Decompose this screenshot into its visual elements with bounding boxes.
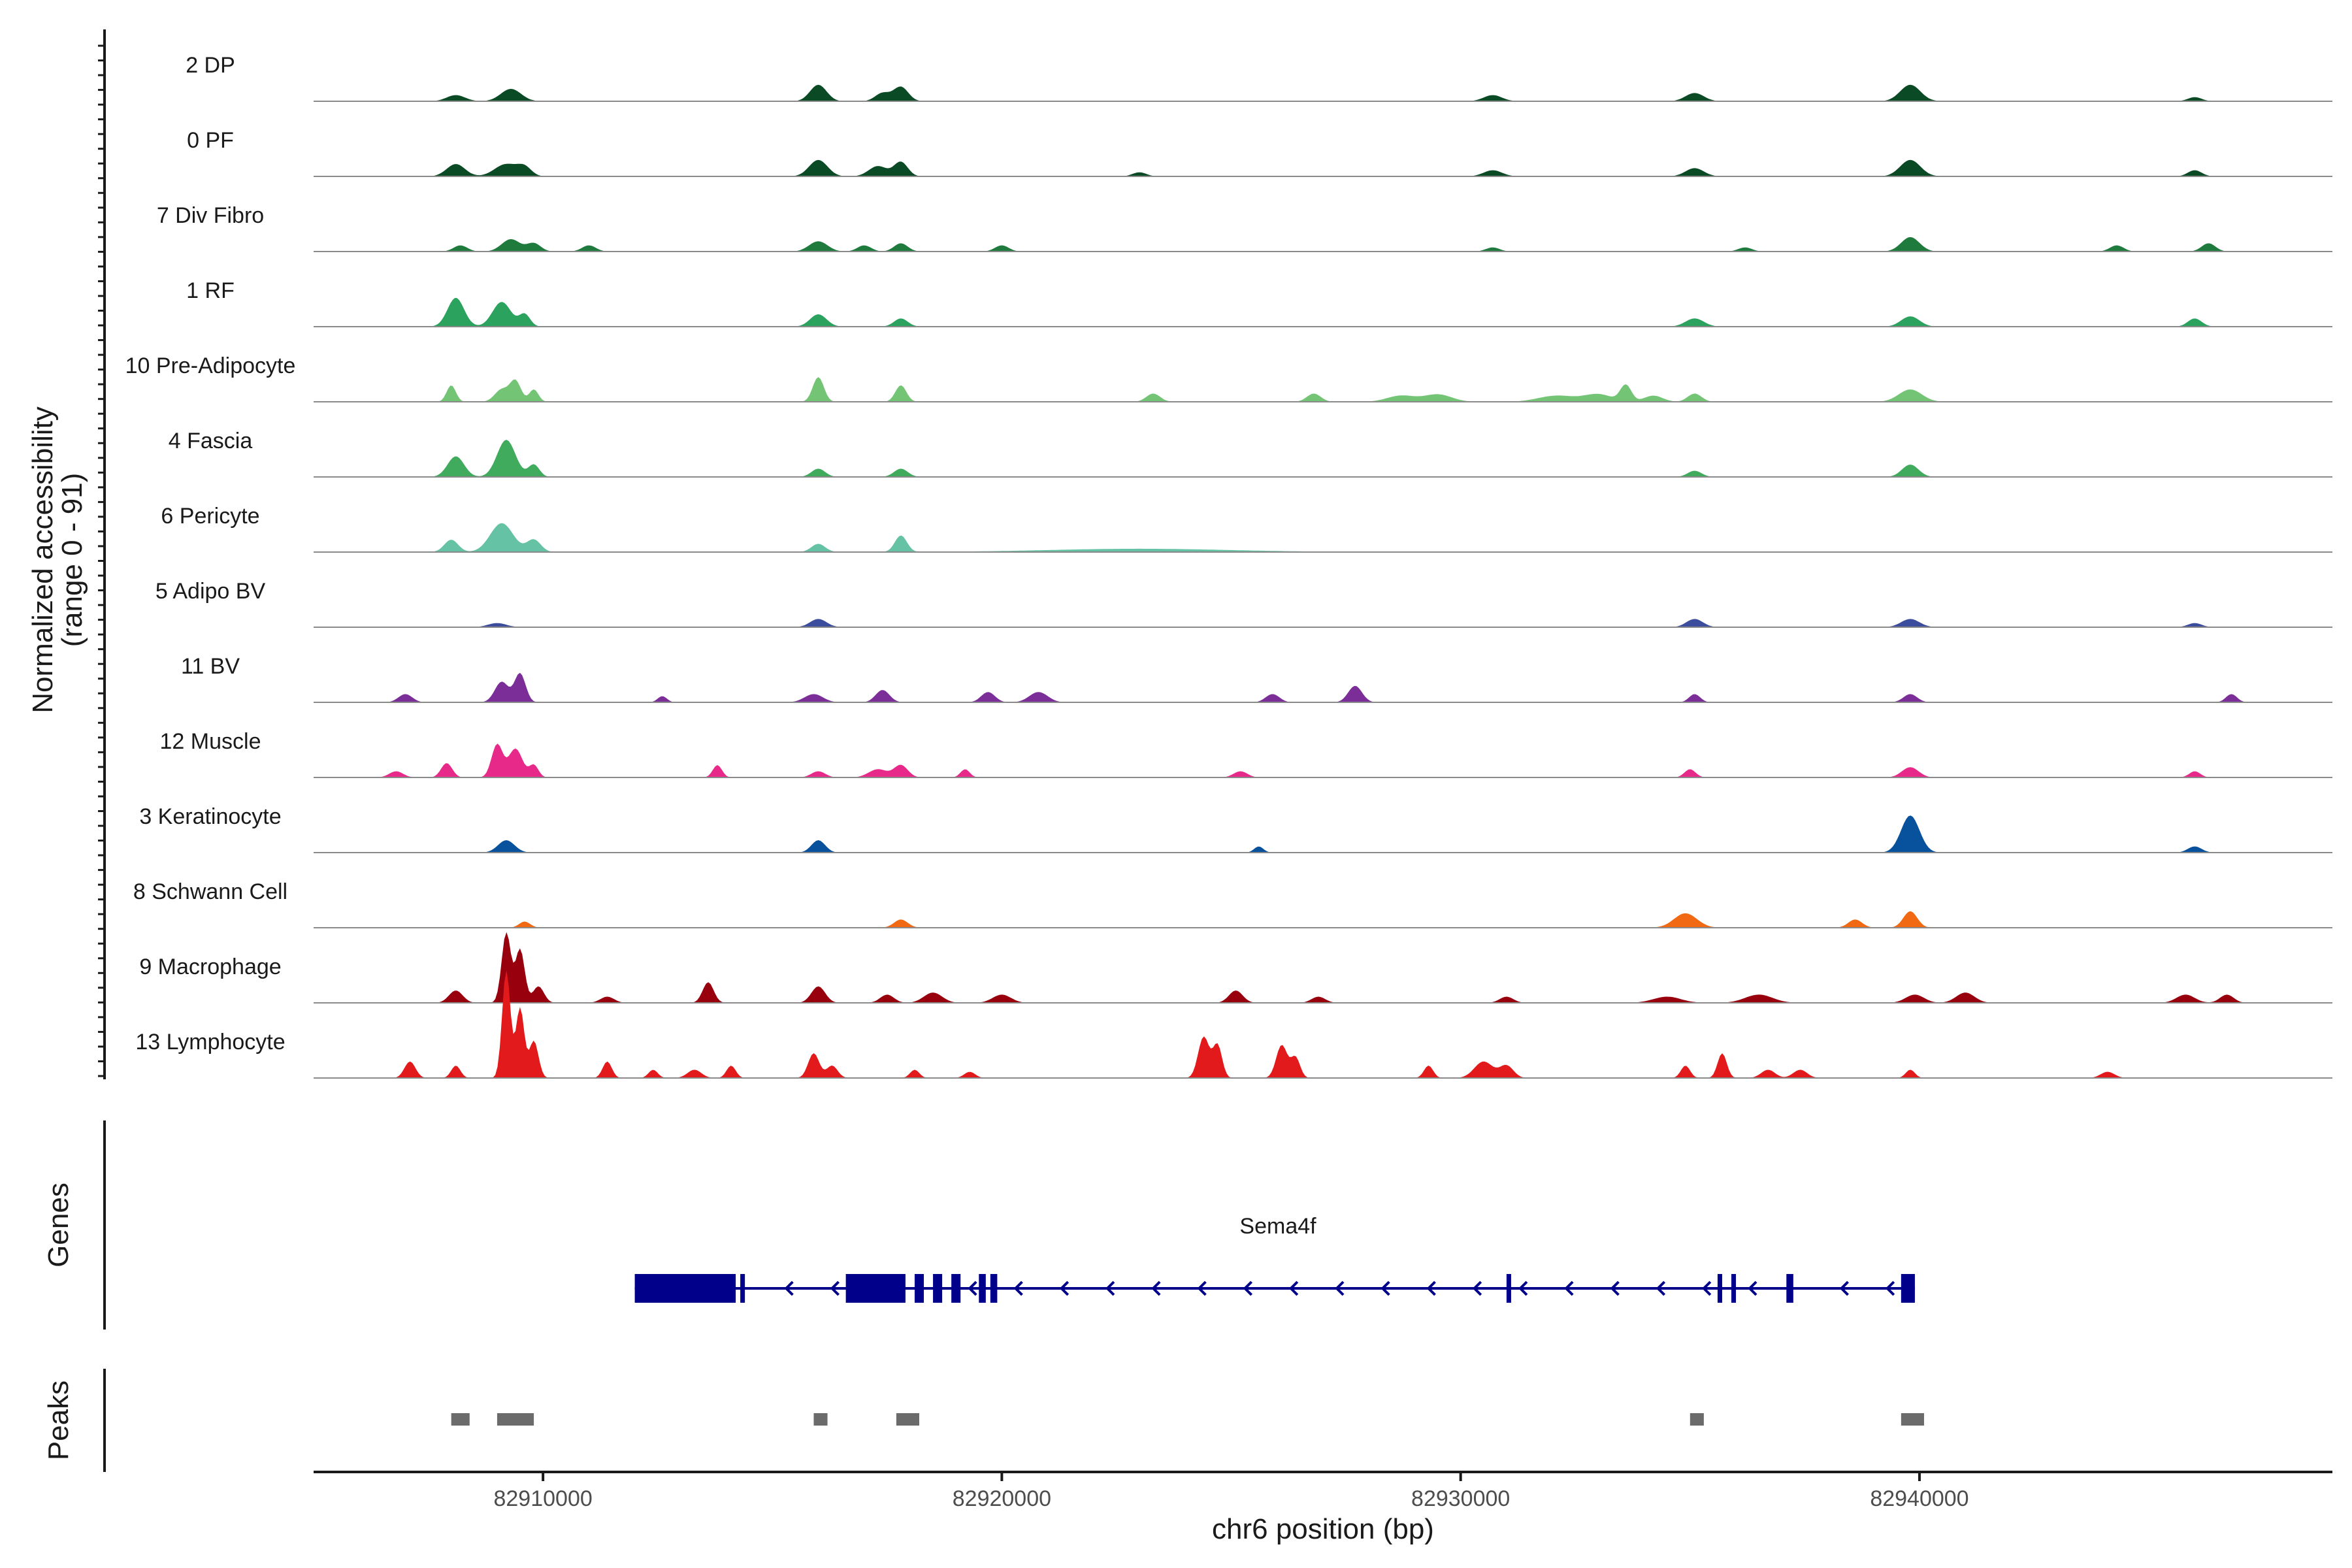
- genes-label: Genes: [42, 1183, 74, 1267]
- track-13-lymphocyte: 13 Lymphocyte: [135, 970, 2332, 1079]
- track-label: 6 Pericyte: [161, 504, 259, 529]
- gene-exon: [979, 1274, 986, 1303]
- strand-arrow: [1610, 1281, 1620, 1296]
- track-label: 11 BV: [181, 654, 240, 679]
- strand-arrow: [1564, 1281, 1574, 1296]
- strand-arrow: [1151, 1281, 1161, 1296]
- coverage-area: [314, 932, 2332, 1003]
- x-tick-label: 82930000: [1411, 1486, 1510, 1511]
- peak-region: [1901, 1413, 1924, 1426]
- coverage-y-axis: [98, 29, 106, 1079]
- track-8-schwann-cell: 8 Schwann Cell: [133, 879, 2332, 928]
- track-5-adipo-bv: 5 Adipo BV: [155, 579, 2332, 628]
- coverage-tracks: 2 DP 0 PF 7 Div Fibro 1 RF 10 Pre-Adipocyte 4…: [125, 53, 2332, 1079]
- x-tick-label: 82920000: [953, 1486, 1051, 1511]
- peak-region: [1690, 1413, 1704, 1426]
- coverage-area: [314, 815, 2332, 853]
- coverage-area: [314, 672, 2332, 702]
- strand-arrow: [1839, 1281, 1849, 1296]
- coverage-area: [314, 523, 2332, 552]
- track-6-pericyte: 6 Pericyte: [161, 504, 2332, 553]
- track-4-fascia: 4 Fascia: [169, 429, 2332, 478]
- strand-arrow: [1472, 1281, 1482, 1296]
- gene-exon: [933, 1274, 943, 1303]
- peak-region: [497, 1413, 534, 1426]
- strand-arrow: [1335, 1281, 1345, 1296]
- strand-arrow: [1289, 1281, 1299, 1296]
- coverage-area: [314, 237, 2332, 252]
- x-tick-label: 82910000: [493, 1486, 592, 1511]
- track-9-macrophage: 9 Macrophage: [139, 932, 2332, 1004]
- gene-exon: [1506, 1274, 1511, 1303]
- x-tick-label: 82940000: [1870, 1486, 1968, 1511]
- track-3-keratinocyte: 3 Keratinocyte: [139, 804, 2332, 853]
- x-axis-title: chr6 position (bp): [1212, 1513, 1434, 1545]
- strand-arrow: [830, 1281, 840, 1296]
- strand-arrow: [1105, 1281, 1115, 1296]
- track-label: 10 Pre-Adipocyte: [125, 353, 296, 378]
- gene-exon: [951, 1274, 961, 1303]
- peak-region: [813, 1413, 828, 1426]
- track-label: 5 Adipo BV: [155, 579, 266, 604]
- gene-exon: [1901, 1274, 1915, 1303]
- track-label: 9 Macrophage: [139, 955, 281, 979]
- peaks-track: [451, 1413, 1924, 1426]
- gene-exon: [1717, 1274, 1722, 1303]
- peak-region: [896, 1413, 919, 1426]
- track-11-bv: 11 BV: [181, 654, 2332, 703]
- coverage-area: [314, 619, 2332, 627]
- strand-arrow: [1748, 1281, 1757, 1296]
- track-12-muscle: 12 Muscle: [160, 729, 2332, 778]
- track-label: 1 RF: [186, 278, 235, 303]
- peaks-label: Peaks: [42, 1380, 74, 1460]
- coverage-area: [314, 440, 2332, 477]
- track-label: 12 Muscle: [160, 729, 261, 754]
- track-label: 0 PF: [187, 128, 234, 153]
- strand-arrow: [1197, 1281, 1207, 1296]
- track-label: 13 Lymphocyte: [135, 1030, 285, 1054]
- coverage-area: [314, 298, 2332, 327]
- strand-arrow: [968, 1281, 977, 1296]
- coverage-area: [314, 84, 2332, 101]
- strand-arrow: [1013, 1281, 1023, 1296]
- strand-arrow: [1656, 1281, 1666, 1296]
- x-axis: 82910000 82920000 82930000 82940000: [493, 1472, 1969, 1511]
- gene-exon: [914, 1274, 924, 1303]
- track-label: 8 Schwann Cell: [133, 879, 287, 904]
- track-10-pre-adipocyte: 10 Pre-Adipocyte: [125, 353, 2332, 402]
- track-label: 7 Div Fibro: [157, 203, 264, 228]
- strand-arrow: [784, 1281, 794, 1296]
- gene-exon: [1786, 1274, 1793, 1303]
- strand-arrow: [1702, 1281, 1712, 1296]
- track-label: 4 Fascia: [169, 429, 253, 453]
- strand-arrow: [1426, 1281, 1436, 1296]
- coverage-area: [314, 159, 2332, 176]
- gene-exon: [990, 1274, 998, 1303]
- track-0-pf: 0 PF: [187, 128, 2332, 177]
- gene-name-label: Sema4f: [1239, 1214, 1316, 1239]
- strand-arrow: [1885, 1281, 1895, 1296]
- strand-arrow: [1518, 1281, 1528, 1296]
- track-7-div-fibro: 7 Div Fibro: [157, 203, 2332, 252]
- y-axis-label-line1: Normalized accessibility: [27, 406, 59, 713]
- peak-region: [451, 1413, 470, 1426]
- y-axis-label-line2: (range 0 - 91): [56, 473, 88, 647]
- track-2-dp: 2 DP: [186, 53, 2332, 102]
- gene-exon: [1731, 1274, 1737, 1303]
- gene-exon: [740, 1274, 745, 1303]
- gene-track: [634, 1274, 1915, 1303]
- track-label: 2 DP: [186, 53, 235, 78]
- strand-arrow: [1059, 1281, 1070, 1296]
- strand-arrow: [1243, 1281, 1253, 1296]
- coverage-area: [314, 743, 2332, 777]
- track-label: 3 Keratinocyte: [139, 804, 281, 829]
- gene-exon: [634, 1274, 736, 1303]
- coverage-area: [314, 970, 2332, 1078]
- coverage-area: [314, 377, 2332, 402]
- gene-exon: [845, 1274, 906, 1303]
- track-1-rf: 1 RF: [186, 278, 2332, 327]
- strand-arrow: [1380, 1281, 1390, 1296]
